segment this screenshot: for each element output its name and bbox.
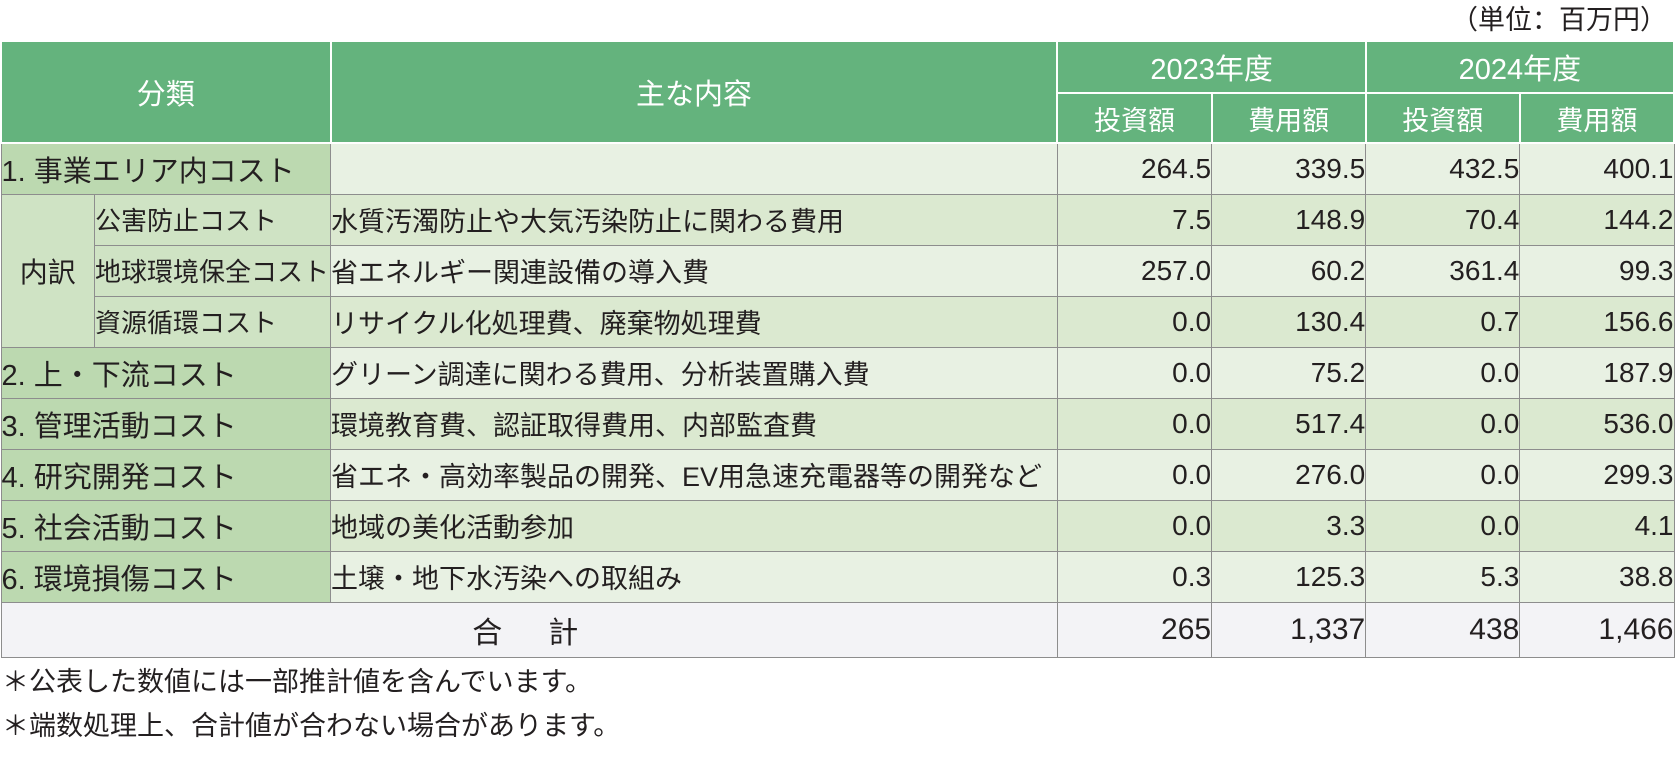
row-2023-expense: 517.4 — [1211, 397, 1367, 450]
table-row: 地球環境保全コスト 省エネルギー関連設備の導入費 257.0 60.2 361.… — [1, 244, 1675, 297]
row-2024-expense: 187.9 — [1519, 346, 1675, 399]
row-description — [330, 142, 1058, 195]
row-2023-expense: 60.2 — [1211, 244, 1367, 297]
row-2023-expense: 75.2 — [1211, 346, 1367, 399]
row-subcategory-label: 地球環境保全コスト — [94, 244, 331, 297]
row-description: 土壌・地下水汚染への取組み — [330, 550, 1058, 603]
header-2023-investment: 投資額 — [1056, 92, 1213, 144]
row-2023-investment: 0.3 — [1056, 550, 1213, 603]
total-2024-investment: 438 — [1365, 601, 1521, 658]
row-2023-investment: 264.5 — [1056, 142, 1213, 195]
table-row: 資源循環コスト リサイクル化処理費、廃棄物処理費 0.0 130.4 0.7 1… — [1, 295, 1675, 348]
row-category-label: 1. 事業エリア内コスト — [0, 142, 331, 195]
row-2024-expense: 99.3 — [1519, 244, 1675, 297]
row-2023-investment: 7.5 — [1056, 193, 1213, 246]
row-2024-expense: 38.8 — [1519, 550, 1675, 603]
row-2023-expense: 3.3 — [1211, 499, 1367, 552]
footnote-1: ＊公表した数値には一部推計値を含んでいます。 — [2, 667, 592, 697]
table-body: 1. 事業エリア内コスト 264.5 339.5 432.5 400.1 内訳 … — [0, 142, 1675, 658]
header-year-2023: 2023年度 — [1056, 40, 1367, 94]
row-2024-investment: 0.7 — [1365, 295, 1521, 348]
row-subcategory-label: 公害防止コスト — [94, 193, 331, 246]
row-2024-expense: 156.6 — [1519, 295, 1675, 348]
header-2023-expense: 費用額 — [1210, 92, 1367, 144]
table-row: 4. 研究開発コスト 省エネ・高効率製品の開発、EV用急速充電器等の開発など 0… — [0, 448, 1675, 501]
row-2023-expense: 339.5 — [1211, 142, 1367, 195]
header-2024-investment: 投資額 — [1364, 92, 1521, 144]
row-2024-investment: 0.0 — [1365, 499, 1521, 552]
table-row: 内訳 公害防止コスト 水質汚濁防止や大気汚染防止に関わる費用 7.5 148.9… — [0, 193, 1675, 348]
row-category-label: 3. 管理活動コスト — [0, 397, 331, 450]
header-2024-expense: 費用額 — [1518, 92, 1675, 144]
row-2023-investment: 0.0 — [1056, 448, 1213, 501]
total-2023-investment: 265 — [1056, 601, 1213, 658]
row-2024-expense: 4.1 — [1519, 499, 1675, 552]
row-category-label: 5. 社会活動コスト — [0, 499, 331, 552]
row-description: 地域の美化活動参加 — [330, 499, 1058, 552]
environmental-cost-table: 分類 主な内容 2023年度 2024年度 投資額 費用額 投資額 費用額 1.… — [0, 40, 1675, 658]
row-2024-investment: 0.0 — [1365, 346, 1521, 399]
header-row-top: 分類 主な内容 2023年度 2024年度 — [0, 40, 1675, 144]
row-2024-expense: 536.0 — [1519, 397, 1675, 450]
row-2023-investment: 257.0 — [1056, 244, 1213, 297]
row-2023-investment: 0.0 — [1056, 346, 1213, 399]
table-row: 6. 環境損傷コスト 土壌・地下水汚染への取組み 0.3 125.3 5.3 3… — [0, 550, 1675, 603]
footnotes: ＊公表した数値には一部推計値を含んでいます。 ＊端数処理上、合計値が合わない場合… — [2, 660, 620, 748]
total-2023-expense: 1,337 — [1211, 601, 1367, 658]
row-2023-expense: 148.9 — [1211, 193, 1367, 246]
row-2023-expense: 130.4 — [1211, 295, 1367, 348]
row-2023-investment: 0.0 — [1056, 397, 1213, 450]
row-description: グリーン調達に関わる費用、分析装置購入費 — [330, 346, 1058, 399]
total-2024-expense: 1,466 — [1519, 601, 1675, 658]
row-category-label: 4. 研究開発コスト — [0, 448, 331, 501]
table-row: 3. 管理活動コスト 環境教育費、認証取得費用、内部監査費 0.0 517.4 … — [0, 397, 1675, 450]
row-description: 環境教育費、認証取得費用、内部監査費 — [330, 397, 1058, 450]
row-description: リサイクル化処理費、廃棄物処理費 — [330, 295, 1058, 348]
row-2024-investment: 361.4 — [1365, 244, 1521, 297]
row-2023-investment: 0.0 — [1056, 499, 1213, 552]
row-category-label: 2. 上・下流コスト — [0, 346, 331, 399]
row-2024-investment: 0.0 — [1365, 397, 1521, 450]
row-category-label: 6. 環境損傷コスト — [0, 550, 331, 603]
total-row: 合 計 265 1,337 438 1,466 — [0, 601, 1675, 658]
row-description: 水質汚濁防止や大気汚染防止に関わる費用 — [330, 193, 1058, 246]
row-2024-investment: 0.0 — [1365, 448, 1521, 501]
row-2024-expense: 400.1 — [1519, 142, 1675, 195]
table-row: 2. 上・下流コスト グリーン調達に関わる費用、分析装置購入費 0.0 75.2… — [0, 346, 1675, 399]
total-label: 合 計 — [0, 601, 1058, 658]
breakdown-label: 内訳 — [0, 193, 96, 348]
row-2023-expense: 276.0 — [1211, 448, 1367, 501]
header-content: 主な内容 — [329, 40, 1059, 144]
row-2024-expense: 299.3 — [1519, 448, 1675, 501]
header-year-2024: 2024年度 — [1364, 40, 1675, 94]
header-row-sub: 投資額 費用額 投資額 費用額 — [1, 92, 1675, 144]
row-description: 省エネ・高効率製品の開発、EV用急速充電器等の開発など — [330, 448, 1058, 501]
table-row: 1. 事業エリア内コスト 264.5 339.5 432.5 400.1 — [0, 142, 1675, 195]
footnote-2: ＊端数処理上、合計値が合わない場合があります。 — [2, 711, 621, 741]
row-2024-investment: 432.5 — [1365, 142, 1521, 195]
table-header: 分類 主な内容 2023年度 2024年度 投資額 費用額 投資額 費用額 — [0, 40, 1675, 144]
header-category: 分類 — [0, 40, 332, 144]
row-2023-investment: 0.0 — [1056, 295, 1213, 348]
row-2024-expense: 144.2 — [1519, 193, 1675, 246]
table-row: 5. 社会活動コスト 地域の美化活動参加 0.0 3.3 0.0 4.1 — [0, 499, 1675, 552]
unit-note: （単位：百万円） — [1451, 5, 1667, 35]
row-description: 省エネルギー関連設備の導入費 — [330, 244, 1058, 297]
row-2023-expense: 125.3 — [1211, 550, 1367, 603]
row-2024-investment: 70.4 — [1365, 193, 1521, 246]
row-2024-investment: 5.3 — [1365, 550, 1521, 603]
row-subcategory-label: 資源循環コスト — [94, 295, 331, 348]
